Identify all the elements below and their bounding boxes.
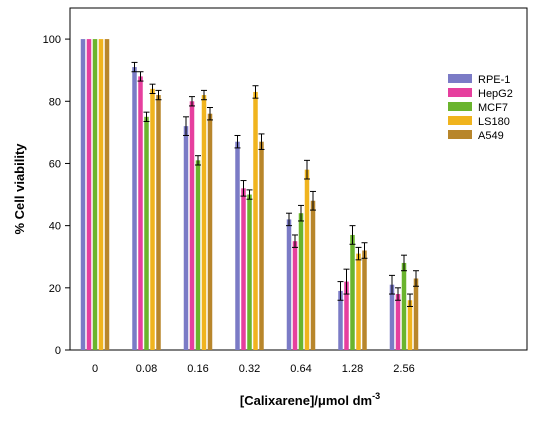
- bar: [356, 253, 361, 350]
- x-tick-label: 1.28: [342, 363, 363, 375]
- bar: [138, 76, 143, 351]
- y-axis-title: % Cell viability: [12, 143, 27, 235]
- legend-label: A549: [478, 130, 504, 142]
- legend-swatch: [448, 102, 472, 111]
- legend-label: HepG2: [478, 88, 513, 100]
- legend-swatch: [448, 116, 472, 125]
- x-axis-title: [Calixarene]/μmol dm-3: [240, 391, 380, 408]
- x-tick-label: 0: [92, 363, 98, 375]
- bar: [150, 88, 155, 350]
- bar: [413, 278, 419, 350]
- plot-frame: [69, 7, 528, 351]
- legend-label: RPE-1: [478, 74, 510, 86]
- y-tick-label: 20: [49, 283, 61, 295]
- bar: [144, 116, 149, 351]
- bar: [298, 213, 304, 350]
- bar: [201, 95, 207, 351]
- y-tick-label: 60: [49, 158, 61, 170]
- bar: [235, 141, 240, 350]
- bar: [98, 39, 104, 350]
- bar: [362, 250, 367, 350]
- bar: [253, 91, 258, 350]
- legend-swatch: [448, 74, 472, 83]
- bar: [407, 300, 413, 350]
- legend-label: LS180: [478, 116, 510, 128]
- bar: [395, 294, 401, 350]
- x-axis-title-main: [Calixarene]/μmol dm: [240, 393, 372, 408]
- bar: [401, 262, 407, 350]
- bar: [350, 234, 355, 350]
- bar: [104, 39, 110, 350]
- legend-swatch: [448, 130, 472, 139]
- bar: [183, 126, 189, 351]
- bar: [80, 39, 86, 350]
- x-tick-label: 0.64: [290, 363, 311, 375]
- bar: [304, 169, 310, 350]
- bar: [344, 281, 349, 350]
- bar: [247, 194, 252, 350]
- bar: [292, 241, 298, 350]
- bar: [259, 141, 264, 350]
- bar: [195, 160, 201, 350]
- x-tick-label: 2.56: [393, 363, 414, 375]
- bar: [132, 67, 137, 350]
- bar: [189, 101, 195, 350]
- y-tick-label: 0: [55, 345, 61, 357]
- bar: [389, 284, 395, 350]
- bar: [86, 39, 92, 350]
- bar: [207, 113, 213, 350]
- bar: [338, 290, 343, 350]
- x-axis-title-superscript: -3: [372, 391, 380, 401]
- y-tick-label: 80: [49, 96, 61, 108]
- y-tick-label: 40: [49, 221, 61, 233]
- x-tick-label: 0.08: [136, 363, 157, 375]
- bar: [241, 188, 246, 350]
- legend-swatch: [448, 88, 472, 97]
- x-tick-label: 0.32: [239, 363, 260, 375]
- bar: [286, 219, 292, 350]
- bar: [92, 39, 98, 350]
- y-tick-label: 100: [43, 34, 61, 46]
- bar: [156, 95, 161, 351]
- x-tick-label: 0.16: [187, 363, 208, 375]
- bar: [310, 200, 316, 350]
- legend-label: MCF7: [478, 102, 508, 114]
